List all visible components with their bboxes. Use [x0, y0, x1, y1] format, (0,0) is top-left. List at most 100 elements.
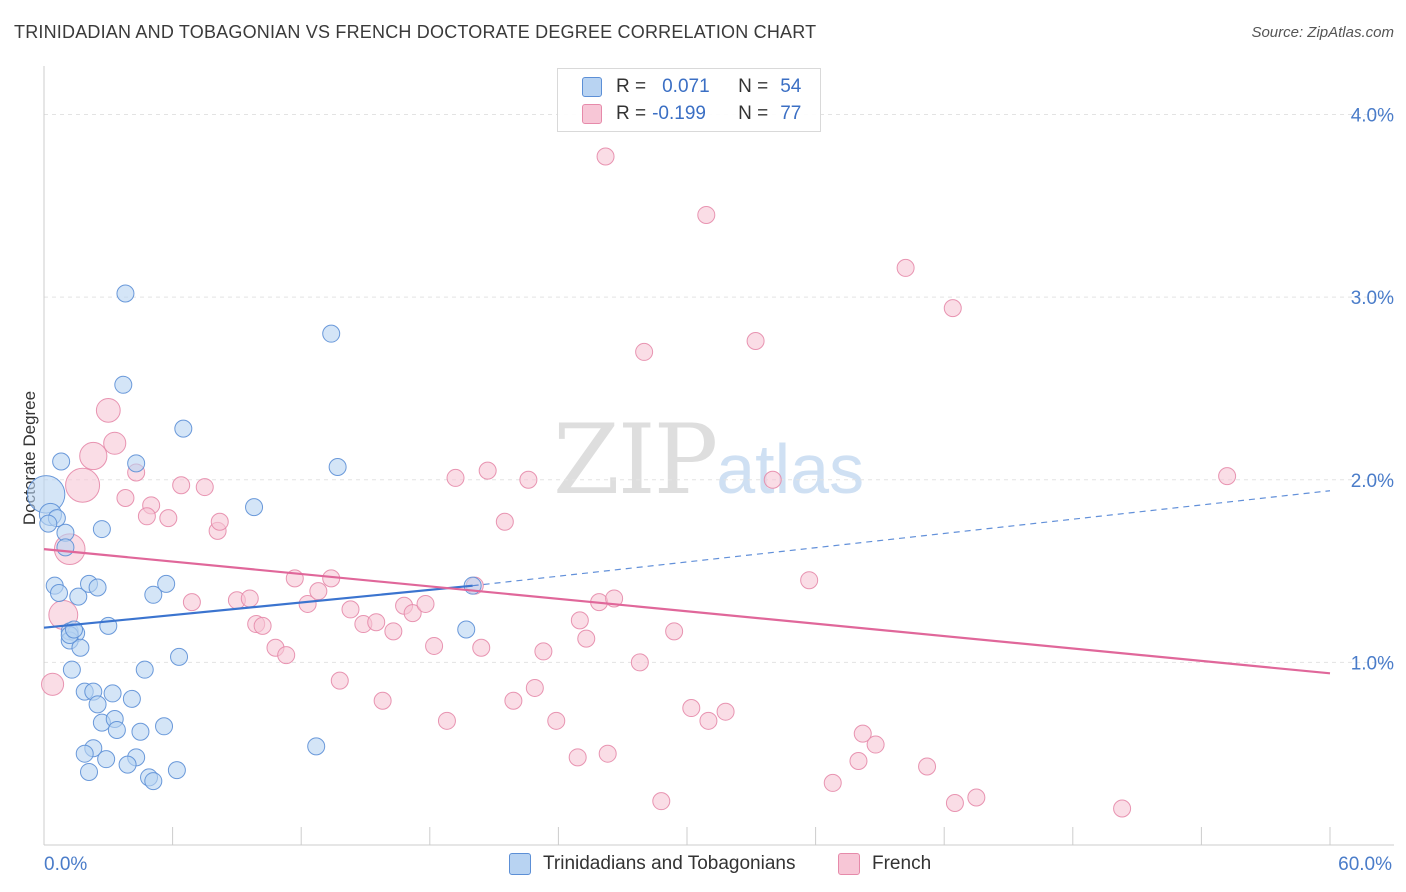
pink-point [253, 616, 272, 635]
pink-point [896, 258, 915, 277]
pink-point [277, 646, 296, 665]
blue-point [71, 638, 90, 657]
pink-point [598, 744, 617, 763]
pink-point [570, 611, 589, 630]
pink-point [159, 509, 178, 528]
bottom-legend-pink: French [838, 852, 931, 876]
blue-point [155, 717, 174, 736]
blue-point [52, 452, 71, 471]
pink-point [1218, 467, 1237, 486]
y-tick-label: 3.0% [1351, 288, 1394, 309]
pink-point [240, 589, 259, 608]
legend-r-label-blue: R = [616, 76, 647, 97]
blue-point [144, 585, 163, 604]
x-tick-label-max: 60.0% [1338, 854, 1392, 875]
pink-trend-line [43, 548, 1331, 675]
pink-point [341, 600, 360, 619]
pink-point [635, 342, 654, 361]
pink-point [472, 638, 491, 657]
pink-point [547, 711, 566, 730]
bottom-legend-swatch-blue [509, 853, 531, 875]
legend-n-value-pink: 77 [780, 103, 802, 124]
pink-point [137, 507, 156, 526]
pink-point [577, 629, 596, 648]
pink-point [172, 476, 191, 495]
pink-point [596, 147, 615, 166]
blue-point [122, 689, 141, 708]
pink-point [918, 757, 937, 776]
pink-point [763, 470, 782, 489]
x-tick-label-min: 0.0% [44, 854, 87, 875]
pink-point [967, 788, 986, 807]
blue-point [457, 620, 476, 639]
pink-point [195, 478, 214, 497]
legend-n-label-blue: N = [738, 76, 769, 97]
legend-r-value-blue: 0.071 [662, 76, 710, 97]
blue-point [118, 755, 137, 774]
blue-point [114, 375, 133, 394]
pink-point [534, 642, 553, 661]
y-tick-label: 2.0% [1351, 471, 1394, 492]
pink-point [652, 792, 671, 811]
blue-point [80, 762, 99, 781]
blue-point [307, 737, 326, 756]
blue-point [131, 722, 150, 741]
pink-point [330, 671, 349, 690]
blue-point [322, 324, 341, 343]
bottom-legend-blue: Trinidadians and Tobagonians [509, 852, 795, 876]
blue-point [69, 587, 88, 606]
blue-point [92, 520, 111, 539]
y-tick-label: 4.0% [1351, 106, 1394, 127]
pink-point [699, 711, 718, 730]
legend-r-label-pink: R = [616, 103, 647, 124]
blue-point [116, 284, 135, 303]
pink-point [298, 594, 317, 613]
blue-point [103, 684, 122, 703]
pink-point [95, 397, 121, 423]
blue-trend-extension [472, 490, 1331, 587]
pink-point [210, 512, 229, 531]
blue-point [62, 660, 81, 679]
pink-point [568, 748, 587, 767]
blue-point [127, 454, 146, 473]
legend-swatch-blue [582, 77, 602, 97]
blue-point [174, 419, 193, 438]
pink-point [384, 622, 403, 641]
pink-point [945, 793, 964, 812]
pink-point [373, 691, 392, 710]
pink-point [1113, 799, 1132, 818]
blue-point [88, 578, 107, 597]
blue-point [170, 647, 189, 666]
pink-point [416, 594, 435, 613]
pink-point [525, 678, 544, 697]
blue-point [144, 772, 163, 791]
pink-point [519, 470, 538, 489]
pink-point [746, 331, 765, 350]
pink-point [182, 593, 201, 612]
blue-point [88, 695, 107, 714]
chart-title: TRINIDADIAN AND TOBAGONIAN VS FRENCH DOC… [14, 22, 817, 42]
pink-point [437, 711, 456, 730]
pink-point [41, 672, 65, 696]
pink-point [103, 431, 127, 455]
blue-point [167, 761, 186, 780]
blue-point [328, 457, 347, 476]
pink-point [853, 724, 872, 743]
watermark-atlas: atlas [716, 430, 865, 508]
pink-point [367, 613, 386, 632]
blue-point [245, 498, 264, 517]
pink-point [716, 702, 735, 721]
pink-point [478, 461, 497, 480]
blue-point [39, 514, 58, 533]
blue-point [135, 660, 154, 679]
legend-row-pink: R = -0.199 N = 77 [582, 101, 801, 127]
pink-point [823, 773, 842, 792]
correlation-legend: R = 0.071 N = 54 R = -0.199 N = 77 [557, 68, 821, 132]
pink-point [630, 653, 649, 672]
y-tick-label: 1.0% [1351, 653, 1394, 674]
blue-trend-line [43, 584, 473, 629]
blue-point [157, 574, 176, 593]
watermark-zip: ZIP [553, 404, 718, 516]
pink-point [866, 735, 885, 754]
blue-point [97, 750, 116, 769]
